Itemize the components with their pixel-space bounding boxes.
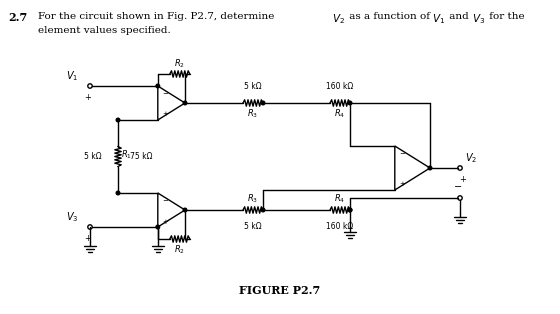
Circle shape (348, 208, 352, 212)
Text: $-$: $-$ (399, 149, 406, 155)
Text: 75 kΩ: 75 kΩ (130, 152, 152, 161)
Text: $R_3$: $R_3$ (248, 192, 259, 205)
Circle shape (458, 166, 462, 170)
Text: $+$: $+$ (162, 110, 169, 118)
Text: $V_3$: $V_3$ (66, 210, 78, 224)
Text: $R_1$: $R_1$ (121, 148, 132, 161)
Text: $+$: $+$ (84, 92, 92, 102)
Circle shape (88, 84, 92, 88)
Circle shape (261, 208, 265, 212)
Circle shape (458, 196, 462, 200)
Text: For the circuit shown in Fig. P2.7, determine: For the circuit shown in Fig. P2.7, dete… (38, 12, 278, 21)
Text: $-$: $-$ (162, 89, 169, 95)
Circle shape (156, 225, 160, 229)
Text: element values specified.: element values specified. (38, 26, 171, 35)
Text: $+$: $+$ (162, 216, 169, 225)
Text: 2.7: 2.7 (8, 12, 27, 23)
Text: $+$: $+$ (84, 233, 92, 243)
Circle shape (183, 208, 187, 212)
Text: $V_1$: $V_1$ (66, 69, 78, 83)
Text: 5 kΩ: 5 kΩ (85, 152, 102, 161)
Circle shape (348, 101, 352, 105)
Circle shape (261, 101, 265, 105)
Text: as a function of: as a function of (346, 12, 433, 21)
Text: $V_2$: $V_2$ (332, 12, 345, 26)
Text: $V_2$: $V_2$ (465, 151, 477, 165)
Text: 160 kΩ: 160 kΩ (326, 222, 353, 231)
Circle shape (116, 191, 120, 195)
Text: 5 kΩ: 5 kΩ (244, 82, 262, 91)
Text: $R_2$: $R_2$ (174, 243, 185, 256)
Text: FIGURE P2.7: FIGURE P2.7 (239, 284, 321, 295)
Text: 160 kΩ: 160 kΩ (326, 82, 353, 91)
Text: $R_3$: $R_3$ (248, 108, 259, 121)
Text: $V_3$: $V_3$ (472, 12, 485, 26)
Circle shape (116, 118, 120, 122)
Circle shape (156, 84, 160, 88)
Circle shape (183, 101, 187, 105)
Text: $R_4$: $R_4$ (334, 192, 346, 205)
Text: $+$: $+$ (459, 174, 467, 184)
Text: for the: for the (486, 12, 525, 21)
Text: and: and (446, 12, 472, 21)
Circle shape (88, 225, 92, 229)
Text: $R_2$: $R_2$ (174, 57, 185, 70)
Circle shape (428, 166, 432, 170)
Text: $-$: $-$ (162, 196, 169, 202)
Text: $V_1$: $V_1$ (432, 12, 445, 26)
Text: $-$: $-$ (454, 180, 463, 190)
Text: $+$: $+$ (399, 180, 406, 188)
Circle shape (348, 208, 352, 212)
Text: $R_4$: $R_4$ (334, 108, 346, 121)
Text: 5 kΩ: 5 kΩ (244, 222, 262, 231)
